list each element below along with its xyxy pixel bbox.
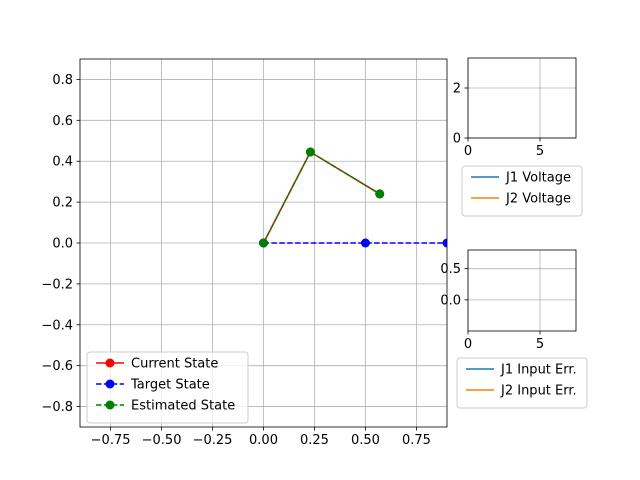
y-tick-label: 0.2 [52, 196, 73, 211]
legend-0: Current State Target State Estimated State [86, 351, 249, 424]
legend-marker [105, 379, 115, 389]
legend-label: J1 Voltage [505, 171, 571, 186]
legend-frame [456, 357, 588, 409]
legend-label: Estimated State [131, 399, 235, 414]
legend-label: J1 Input Err. [500, 363, 577, 378]
x-tick-label: −0.50 [142, 433, 182, 448]
legend-frame [86, 351, 249, 424]
y-tick-label: −0.2 [41, 277, 73, 292]
y-tick-label: 0.4 [52, 155, 73, 170]
legend-marker [105, 358, 115, 368]
x-tick-label: −0.25 [193, 433, 233, 448]
legend-2: J1 Input Err. J2 Input Err. [456, 357, 588, 409]
data-point [259, 238, 268, 248]
y-tick-label: −0.8 [41, 400, 73, 415]
y-tick-label: 0.6 [52, 114, 73, 129]
legend-1: J1 Voltage J2 Voltage [461, 165, 583, 217]
y-tick-label: −0.6 [41, 359, 73, 374]
x-tick-label: 0 [464, 337, 472, 352]
legend-label: Target State [130, 378, 210, 393]
x-tick-label: 5 [536, 144, 544, 159]
legend-frame [461, 165, 583, 217]
axes-2: 0 5 0.0 0.5 [440, 249, 577, 352]
y-tick-label: 0.8 [52, 73, 73, 88]
x-tick-label: 0 [464, 144, 472, 159]
data-point [360, 238, 370, 248]
axes-1: 0 5 0 2 [453, 57, 577, 159]
x-tick-label: 0.00 [249, 433, 278, 448]
legend-marker [105, 400, 115, 410]
legend-label: Current State [131, 357, 218, 372]
legend-label: J2 Input Err. [500, 384, 577, 399]
series-line-2 [262, 150, 381, 244]
y-tick-label: 0.5 [440, 262, 461, 277]
x-tick-label: 5 [536, 337, 544, 352]
x-tick-label: 0.50 [351, 433, 380, 448]
legend-label: J2 Voltage [505, 192, 571, 207]
x-tick-label: −0.75 [91, 433, 131, 448]
series-line-0 [262, 150, 381, 244]
data-point [442, 238, 447, 248]
y-tick-label: 0.0 [52, 237, 73, 252]
data-point [375, 189, 385, 199]
y-tick-label: −0.4 [41, 318, 73, 333]
axes-frame [467, 249, 577, 332]
x-tick-label: 0.25 [300, 433, 329, 448]
y-tick-label: 0.0 [440, 293, 461, 308]
plot-area [259, 147, 447, 248]
x-tick-label: 0.75 [402, 433, 431, 448]
y-tick-label: 0 [453, 132, 461, 147]
axes-0: −0.75 −0.50 −0.25 0.00 0.25 0.50 0.75 −0.8 −0.6 −… [41, 58, 448, 448]
y-tick-label: 2 [453, 82, 461, 97]
data-point [305, 147, 315, 157]
axes-frame [467, 57, 577, 139]
